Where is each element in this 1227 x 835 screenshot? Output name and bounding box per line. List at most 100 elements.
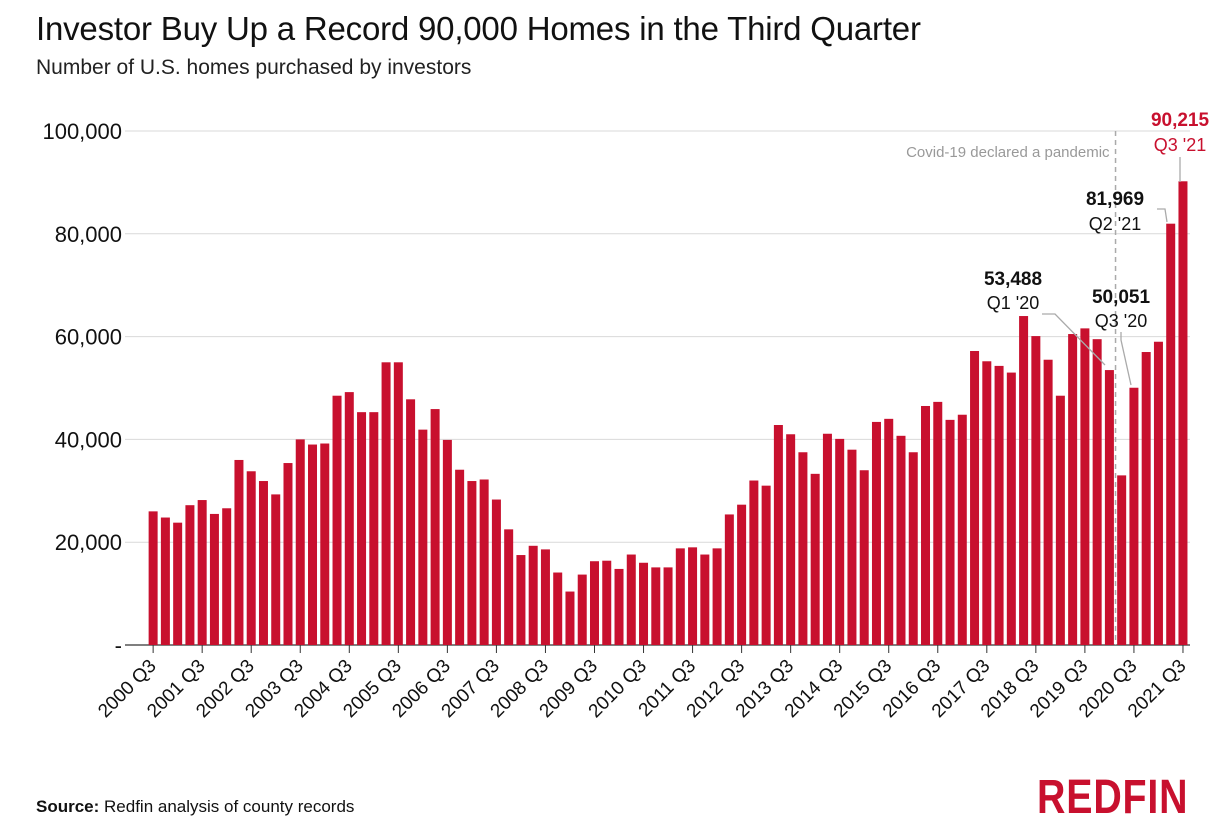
bar (835, 438, 845, 645)
bar (173, 522, 183, 645)
bar (724, 514, 734, 645)
bar (553, 572, 563, 645)
annotation-period-label: Q3 '20 (1095, 311, 1147, 331)
bar (884, 418, 894, 645)
bar (369, 412, 379, 645)
bar (1117, 475, 1127, 645)
annotation-period-label: Q1 '20 (987, 293, 1039, 313)
bar (651, 567, 661, 645)
bar (1166, 223, 1176, 646)
bar (209, 513, 219, 645)
annotation-value-label: 53,488 (984, 269, 1042, 290)
bar (467, 481, 477, 645)
bar (614, 568, 624, 645)
bar (418, 429, 428, 645)
bar (234, 459, 244, 645)
bar (675, 548, 685, 645)
bar (577, 574, 587, 645)
bar (160, 517, 170, 645)
bar (1129, 387, 1139, 645)
bar (1055, 395, 1065, 645)
bar (565, 591, 575, 645)
bar (773, 425, 783, 645)
bar (246, 471, 256, 645)
annotation-value-label: 50,051 (1092, 287, 1151, 308)
annotation-period-label: Q3 '21 (1154, 135, 1206, 155)
bar (197, 500, 207, 645)
bar (1068, 334, 1078, 645)
bar (896, 435, 906, 645)
bar (994, 365, 1004, 645)
bar (700, 554, 710, 645)
bar (1019, 316, 1029, 645)
bar (222, 508, 232, 645)
bar (810, 473, 820, 645)
bar (406, 399, 416, 645)
bar (320, 443, 330, 645)
y-tick-label: 20,000 (55, 530, 122, 555)
bar (626, 554, 636, 645)
bar (1153, 341, 1163, 645)
annotation-leader (1120, 332, 1132, 386)
bar (479, 479, 489, 645)
chart-title: Investor Buy Up a Record 90,000 Homes in… (36, 10, 921, 47)
bar (602, 560, 612, 645)
bar (761, 485, 771, 645)
y-tick-label: 60,000 (55, 325, 122, 350)
bar (859, 470, 869, 645)
bar (1043, 359, 1053, 645)
bar (295, 439, 305, 645)
bar (982, 361, 992, 645)
bar (308, 444, 318, 645)
bar (1104, 370, 1114, 645)
annotation-value-label: 81,969 (1086, 189, 1144, 210)
bar (688, 547, 698, 645)
bar (283, 463, 293, 645)
bar (712, 548, 722, 645)
bar (504, 529, 514, 645)
source-label: Source: (36, 797, 100, 816)
annotation-leader (1042, 313, 1106, 366)
bar (393, 362, 403, 645)
bars (148, 181, 1188, 646)
bar (1178, 181, 1188, 645)
bar (1080, 328, 1090, 645)
bar (822, 433, 832, 645)
bar (1031, 336, 1041, 645)
bar (344, 392, 354, 645)
source-note: Source: Redfin analysis of county record… (36, 797, 354, 817)
annotation-leader (1157, 208, 1168, 223)
pandemic-event-label: Covid-19 declared a pandemic (906, 144, 1110, 161)
bar (639, 562, 649, 645)
y-tick-label: 40,000 (55, 427, 122, 452)
bar (1141, 352, 1151, 645)
annotation-value-label: 90,215 (1151, 110, 1210, 131)
bar (589, 561, 599, 645)
bar (1006, 372, 1016, 645)
bar (921, 405, 931, 645)
annotations: Covid-19 declared a pandemic 53,488 Q1 '20… (906, 110, 1209, 645)
y-tick-label: - (115, 633, 122, 658)
bar (148, 511, 158, 645)
bar (1092, 339, 1102, 645)
redfin-logo: REDFIN (1037, 771, 1189, 824)
chart-subtitle: Number of U.S. homes purchased by invest… (36, 56, 472, 79)
bar (933, 401, 943, 645)
bar (737, 504, 747, 645)
bar (442, 439, 452, 645)
annotation-period-label: Q2 '21 (1089, 214, 1141, 234)
bar (847, 449, 857, 645)
bar (185, 505, 195, 645)
bar (786, 434, 796, 645)
bar (381, 362, 391, 645)
bar (957, 414, 967, 645)
bar (491, 499, 501, 645)
y-tick-label: 100,000 (42, 119, 122, 144)
bar (357, 412, 367, 645)
bar (749, 480, 759, 645)
bar (516, 555, 526, 645)
bar (271, 494, 281, 645)
bar (258, 481, 268, 645)
bar (528, 545, 538, 645)
